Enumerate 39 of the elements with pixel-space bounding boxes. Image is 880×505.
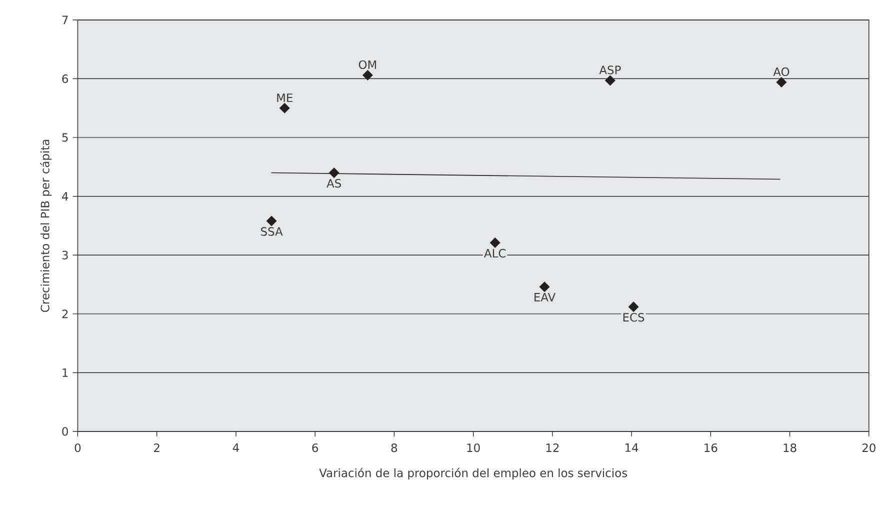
annotation: ASP	[599, 66, 621, 74]
x-tick-label: 2	[154, 443, 160, 452]
y-axis-title: Crecimiento del PIB per cápita	[40, 140, 52, 312]
point	[490, 237, 500, 248]
x-tick-label: 18	[784, 443, 796, 452]
x-tick-label: 0	[74, 443, 81, 452]
point	[266, 216, 277, 226]
annotation: SSA	[261, 227, 283, 236]
x-tick-label: 14	[626, 443, 638, 452]
point	[362, 70, 373, 80]
annotation: ME	[277, 93, 292, 102]
y-tick-label: 7	[62, 16, 68, 24]
x-tick-label: 8	[391, 443, 398, 452]
annotation: ALC	[484, 248, 506, 258]
point	[539, 281, 550, 292]
point	[328, 167, 340, 178]
x-tick-label: 20	[862, 443, 876, 452]
y-tick-label: 5	[62, 133, 68, 142]
y-tick-label: 6	[62, 74, 68, 83]
y-tick-label: 2	[62, 310, 68, 318]
annotation: EAV	[534, 292, 556, 302]
x-axis-title: Variación de la proporción del empleo en los servicios	[319, 468, 628, 480]
y-tick-label: 3	[62, 250, 68, 260]
x-tick-label: 16	[704, 443, 718, 452]
y-tick-label: 4	[62, 192, 68, 200]
annotation: OM	[358, 60, 376, 69]
annotation: AO	[773, 67, 790, 76]
point	[604, 75, 616, 86]
point	[776, 76, 787, 88]
x-tick-label: 6	[312, 443, 318, 452]
y-tick-label: 0	[62, 427, 68, 436]
annotation: AS	[326, 178, 341, 188]
annotation: ECS	[623, 312, 644, 322]
x-tick-label: 12	[546, 443, 559, 452]
point	[279, 102, 290, 114]
x-tick-label: 10	[467, 443, 480, 452]
x-tick-label: 4	[232, 443, 239, 452]
y-tick-label: 1	[62, 368, 68, 377]
point	[628, 301, 639, 312]
